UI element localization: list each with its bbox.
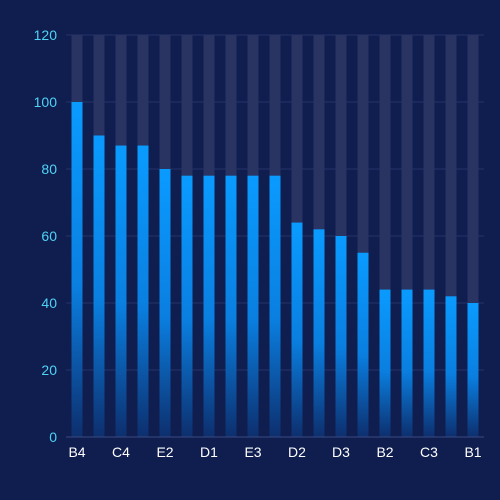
bar — [313, 229, 325, 437]
bar-background — [401, 35, 413, 437]
bar — [379, 289, 391, 437]
bar — [159, 169, 171, 437]
y-tick-label: 100 — [34, 94, 58, 110]
bar — [225, 175, 237, 437]
x-tick-label: C3 — [420, 444, 438, 460]
y-tick-label: 80 — [41, 161, 57, 177]
x-tick-label: D3 — [332, 444, 350, 460]
bar — [467, 303, 479, 437]
bar — [269, 175, 281, 437]
bar — [203, 175, 215, 437]
bar — [137, 145, 149, 438]
bar-background — [379, 35, 391, 437]
x-tick-label: B4 — [68, 444, 85, 460]
bar — [357, 252, 369, 437]
x-tick-label: E2 — [156, 444, 173, 460]
x-tick-label: E3 — [244, 444, 261, 460]
bar — [115, 145, 127, 438]
bar — [423, 289, 435, 437]
y-tick-label: 20 — [41, 362, 57, 378]
bar-background — [467, 35, 479, 437]
bar — [445, 296, 457, 437]
bar — [291, 222, 303, 437]
bar — [93, 135, 105, 437]
axes: 0 20 40 60 80 100 120 B4 C4 E2 D1 E3 D2 D3 B2 C3 B1 — [34, 27, 484, 460]
y-tick-label: 60 — [41, 228, 57, 244]
bar-background — [445, 35, 457, 437]
x-tick-label: C4 — [112, 444, 130, 460]
y-tick-label: 120 — [34, 27, 58, 43]
bar — [247, 175, 259, 437]
bar-background — [357, 35, 369, 437]
x-tick-label: B1 — [464, 444, 481, 460]
x-tick-label: B2 — [376, 444, 393, 460]
bars — [71, 102, 479, 438]
x-tick-label: D1 — [200, 444, 218, 460]
bar — [401, 289, 413, 437]
bar — [335, 236, 347, 437]
y-tick-label: 40 — [41, 295, 57, 311]
bar — [71, 102, 83, 437]
x-tick-label: D2 — [288, 444, 306, 460]
y-tick-label: 0 — [49, 429, 57, 445]
bar — [181, 175, 193, 437]
bar-background — [423, 35, 435, 437]
